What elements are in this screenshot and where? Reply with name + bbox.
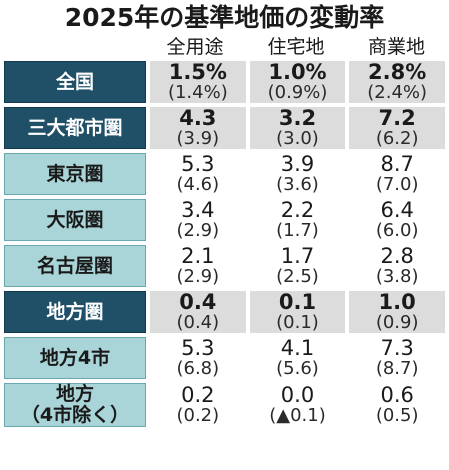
cell-prev-value: (2.5): [276, 266, 319, 287]
row-label: 東京圏: [46, 162, 104, 185]
cell-prev-value: (▲0.1): [269, 405, 326, 426]
table-cell: 1.0% (0.9%): [249, 60, 346, 103]
cell-prev-value: (2.9): [176, 266, 220, 287]
cell-prev-value: (3.9): [176, 128, 220, 149]
table-cell: 1.7 (2.5): [249, 244, 346, 287]
cell-prev-value: (0.1): [276, 312, 319, 333]
cell-value: 7.2: [378, 106, 416, 130]
cell-prev-value: (4.6): [176, 174, 220, 195]
cell-value: 3.2: [278, 106, 317, 130]
table-cell: 0.4 (0.4): [150, 291, 246, 333]
table-cell: 3.9 (3.6): [249, 152, 346, 195]
row-label: 名古屋圏: [36, 254, 113, 277]
cell-value: 1.0: [378, 290, 416, 314]
row-header-tokyo-area: 東京圏: [4, 153, 146, 195]
cell-value: 5.3: [181, 336, 215, 360]
cell-value: 5.3: [181, 152, 215, 176]
cell-value: 0.2: [181, 383, 215, 407]
cell-prev-value: (8.7): [375, 358, 419, 379]
row-header-nationwide: 全国: [4, 61, 146, 103]
table-cell: 4.3 (3.9): [150, 107, 246, 149]
table-cell: 2.8 (3.8): [349, 245, 445, 287]
table-cell: 5.3 (4.6): [150, 153, 246, 195]
row-label-note: （4市除く）: [20, 404, 130, 426]
row-label: 地方: [55, 383, 94, 405]
row-header-regional-area: 地方圏: [4, 291, 146, 333]
table-cell: 2.8% (2.4%): [349, 61, 445, 103]
cell-value: 0.4: [179, 290, 217, 314]
cell-prev-value: (6.2): [375, 128, 419, 149]
table-cell: 2.1 (2.9): [150, 245, 246, 287]
cell-prev-value: (1.4%): [167, 82, 228, 103]
column-header-residential: 住宅地: [267, 36, 325, 58]
row-label: 全国: [55, 70, 94, 93]
cell-prev-value: (3.0): [276, 128, 319, 149]
row-header-osaka-area: 大阪圏: [4, 199, 146, 241]
cell-value: 3.4: [181, 198, 215, 222]
cell-value: 2.1: [181, 244, 215, 268]
row-label: 大阪圏: [46, 208, 104, 231]
cell-prev-value: (3.6): [276, 174, 319, 195]
cell-value: 6.4: [380, 198, 414, 222]
row-header-regional-excl-four-cities: 地方 （4市除く）: [4, 383, 146, 427]
cell-prev-value: (0.2): [176, 405, 220, 426]
table-cell: 4.1 (5.6): [249, 336, 346, 379]
cell-value: 4.1: [280, 336, 315, 360]
table-cell: 8.7 (7.0): [349, 153, 445, 195]
table-cell: 3.4 (2.9): [150, 199, 246, 241]
table-cell: 0.1 (0.1): [249, 290, 346, 333]
cell-prev-value: (0.5): [375, 405, 419, 426]
table-cell: 5.3 (6.8): [150, 337, 246, 379]
column-header-commercial: 商業地: [367, 36, 425, 58]
cell-value: 2.8%: [368, 60, 427, 84]
cell-value: 1.0%: [268, 60, 327, 84]
cell-prev-value: (2.9): [176, 220, 220, 241]
cell-prev-value: (5.6): [276, 358, 319, 379]
row-header-nagoya-area: 名古屋圏: [4, 245, 146, 287]
cell-prev-value: (3.8): [375, 266, 419, 287]
row-header-three-metro-areas: 三大都市圏: [4, 107, 146, 149]
table-title: 2025年の基準地価の変動率: [64, 3, 385, 32]
cell-value: 0.0: [280, 383, 315, 407]
table-cell: 7.3 (8.7): [349, 337, 445, 379]
table-cell: 3.2 (3.0): [249, 106, 346, 149]
table-cell: 7.2 (6.2): [349, 107, 445, 149]
row-label: 三大都市圏: [27, 116, 123, 139]
cell-prev-value: (6.0): [375, 220, 419, 241]
row-header-four-regional-cities: 地方4市: [4, 337, 146, 379]
cell-value: 2.8: [380, 244, 414, 268]
table-cell: 1.5% (1.4%): [150, 61, 246, 103]
cell-value: 8.7: [380, 152, 414, 176]
cell-prev-value: (2.4%): [367, 82, 428, 103]
cell-value: 1.5%: [168, 60, 227, 84]
cell-value: 3.9: [280, 152, 315, 176]
cell-value: 2.2: [280, 198, 315, 222]
cell-prev-value: (0.9%): [267, 82, 328, 103]
cell-value: 7.3: [380, 336, 414, 360]
cell-prev-value: (6.8): [176, 358, 220, 379]
cell-value: 0.6: [380, 383, 414, 407]
cell-value: 1.7: [280, 244, 315, 268]
cell-prev-value: (1.7): [276, 220, 319, 241]
cell-value: 4.3: [179, 106, 217, 130]
table-cell: 0.0 (▲0.1): [249, 383, 346, 427]
cell-prev-value: (7.0): [375, 174, 419, 195]
table-cell: 6.4 (6.0): [349, 199, 445, 241]
cell-prev-value: (0.9): [375, 312, 419, 333]
table-cell: 0.2 (0.2): [150, 383, 246, 427]
column-header-all-uses: 全用途: [166, 36, 224, 58]
cell-prev-value: (0.4): [176, 312, 220, 333]
row-label: 地方圏: [46, 300, 104, 323]
row-label: 地方4市: [39, 346, 111, 369]
table-cell: 1.0 (0.9): [349, 291, 445, 333]
land-price-table: 全国 1.5% (1.4%) 1.0% (0.9%) 2.8% (2.4%) 三大都市…: [4, 61, 445, 466]
table-cell: 2.2 (1.7): [249, 198, 346, 241]
table-cell: 0.6 (0.5): [349, 383, 445, 427]
cell-value: 0.1: [278, 290, 317, 314]
